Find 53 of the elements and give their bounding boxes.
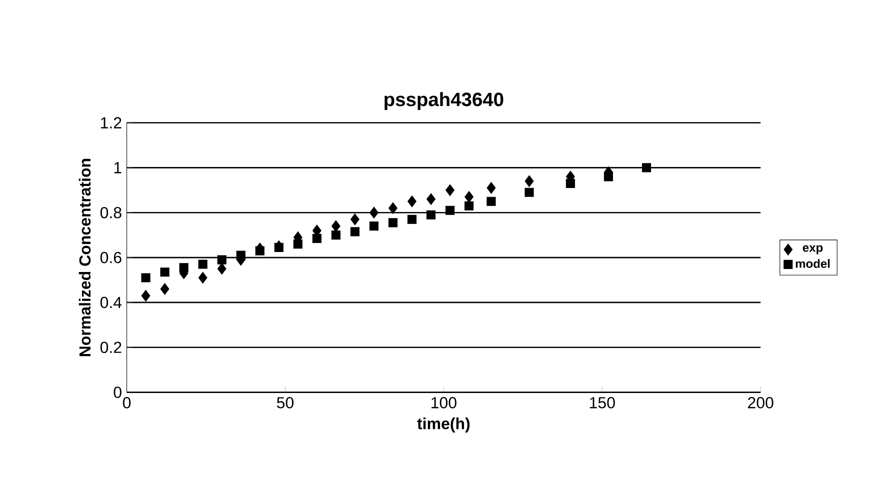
point	[388, 218, 398, 228]
x-tick-label: 0	[122, 397, 131, 408]
y-tick-label: 0.6	[100, 252, 122, 264]
y-tick-label: 1	[114, 162, 122, 174]
point	[464, 201, 474, 211]
point	[350, 227, 360, 236]
chart-title: psspah43640	[384, 92, 504, 110]
point	[369, 206, 378, 219]
point	[642, 163, 652, 172]
y-axis-title: Normalized Concentration	[78, 159, 91, 356]
point	[160, 268, 170, 277]
point	[408, 196, 416, 208]
point	[464, 191, 474, 203]
point	[198, 272, 208, 284]
y-tick-label: 0.4	[100, 296, 122, 308]
point	[312, 234, 322, 244]
point	[566, 179, 575, 188]
point	[388, 202, 398, 214]
point	[274, 243, 284, 252]
x-tick-label: 150	[590, 397, 615, 408]
point	[293, 240, 302, 249]
point	[524, 188, 534, 198]
point	[255, 246, 264, 256]
point	[331, 230, 340, 240]
y-tick-label: 0	[114, 386, 122, 398]
point	[426, 210, 436, 220]
y-tick-label: 0.8	[100, 207, 122, 218]
point	[141, 290, 150, 302]
point	[407, 214, 417, 224]
point	[604, 172, 614, 182]
point	[446, 184, 454, 196]
y-tick-label: 1.2	[101, 117, 122, 128]
point	[445, 206, 455, 216]
x-tick-label: 200	[748, 397, 774, 408]
point	[160, 283, 170, 295]
point	[141, 273, 150, 282]
point	[217, 255, 226, 264]
point	[179, 263, 188, 272]
point	[198, 260, 208, 269]
point	[217, 263, 226, 275]
legend-label: exp	[802, 245, 823, 254]
x-tick-label: 50	[276, 397, 294, 408]
point	[486, 196, 496, 206]
x-axis-title: time(h)	[417, 418, 470, 433]
point	[236, 250, 246, 260]
point	[369, 222, 378, 231]
x-tick-label: 100	[432, 397, 456, 408]
point	[350, 214, 360, 226]
legend-label: model	[796, 259, 830, 268]
y-tick-label: 0.2	[100, 342, 122, 354]
point	[426, 193, 436, 206]
point	[486, 182, 496, 194]
point	[524, 175, 534, 188]
